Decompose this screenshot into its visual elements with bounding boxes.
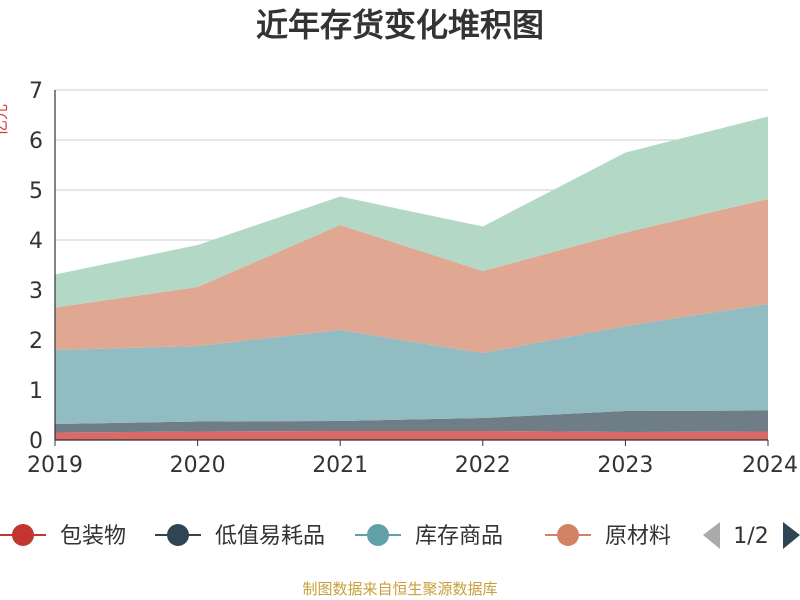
- area-库存商品: [55, 304, 768, 424]
- legend-pager[interactable]: 1/2: [703, 522, 800, 549]
- y-tick-label: 0: [29, 429, 43, 454]
- legend-item[interactable]: 库存商品: [355, 524, 503, 549]
- x-tick-label: 2022: [455, 453, 511, 478]
- axes: [54, 90, 768, 441]
- chart-title: 近年存货变化堆积图: [256, 6, 544, 44]
- area-包装物: [55, 431, 768, 440]
- legend-marker-icon: [557, 524, 579, 546]
- y-tick-label: 2: [29, 329, 43, 354]
- y-tick-label: 7: [29, 79, 43, 104]
- y-tick-label: 5: [29, 179, 43, 204]
- legend-label: 低值易耗品: [215, 524, 325, 549]
- area-低值易耗品: [55, 410, 768, 433]
- y-tick-label: 1: [29, 379, 43, 404]
- x-tick-label: 2019: [27, 453, 83, 478]
- x-tick-label: 2021: [312, 453, 368, 478]
- legend[interactable]: 包装物 低值易耗品 库存商品 原材料: [0, 524, 671, 549]
- legend-marker-icon: [367, 524, 389, 546]
- legend-prev-icon[interactable]: [703, 522, 720, 549]
- legend-label: 原材料: [605, 524, 671, 549]
- legend-item[interactable]: 原材料: [545, 524, 671, 549]
- y-axis-label: 亿元: [0, 104, 10, 136]
- legend-marker-icon: [12, 524, 34, 546]
- legend-label: 包装物: [60, 524, 126, 549]
- legend-item[interactable]: 包装物: [0, 524, 126, 549]
- legend-marker-icon: [167, 524, 189, 546]
- y-tick-label: 3: [29, 279, 43, 304]
- x-tick-label: 2023: [597, 453, 653, 478]
- data-source-note: 制图数据来自恒生聚源数据库: [302, 580, 497, 598]
- area-series: [55, 116, 768, 440]
- area-其他: [55, 116, 768, 308]
- y-tick-label: 4: [29, 229, 43, 254]
- x-tick-label: 2020: [170, 453, 226, 478]
- legend-label: 库存商品: [415, 524, 503, 549]
- y-tick-labels: 0 1 2 3 4 5 6 7: [29, 79, 43, 454]
- legend-item[interactable]: 低值易耗品: [155, 524, 325, 549]
- y-tick-label: 6: [29, 129, 43, 154]
- legend-next-icon[interactable]: [783, 522, 800, 549]
- x-tick-label: 2024: [742, 453, 798, 478]
- legend-page-indicator: 1/2: [733, 524, 768, 549]
- x-tick-labels: 2019 2020 2021 2022 2023 2024: [27, 440, 798, 478]
- area-原材料: [55, 199, 768, 353]
